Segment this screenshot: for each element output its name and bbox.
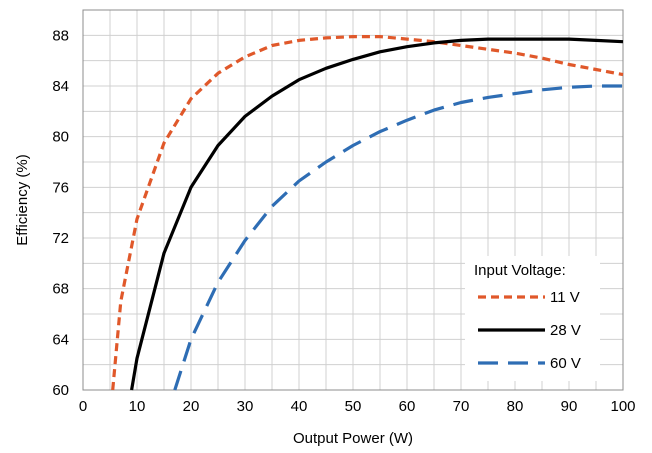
y-tick-label: 84 — [52, 78, 69, 95]
x-tick-label: 100 — [610, 398, 635, 415]
x-axis-title: Output Power (W) — [293, 430, 413, 447]
legend-title: Input Voltage: — [474, 262, 566, 279]
legend-label: 11 V — [550, 289, 580, 306]
series-line-28v — [130, 37, 624, 391]
legend-label: 60 V — [550, 355, 581, 372]
plot-area-frame — [82, 9, 624, 391]
series-layer — [111, 35, 624, 391]
x-tick-label: 10 — [129, 398, 146, 415]
legend: Input Voltage: 11 V 28 V 60 V — [474, 262, 581, 372]
y-tick-label: 80 — [52, 129, 69, 146]
y-axis-title: Efficiency (%) — [14, 154, 31, 245]
x-tick-label: 40 — [291, 398, 308, 415]
y-axis-tick-labels: 60 64 68 72 76 80 84 88 — [52, 27, 69, 399]
x-tick-label: 80 — [507, 398, 524, 415]
y-tick-label: 60 — [52, 382, 69, 399]
legend-box — [465, 256, 600, 381]
series-line-11v — [111, 35, 624, 391]
x-tick-label: 90 — [561, 398, 578, 415]
legend-label: 28 V — [550, 322, 581, 339]
x-tick-label: 0 — [79, 398, 87, 415]
x-tick-label: 30 — [237, 398, 254, 415]
y-tick-label: 72 — [52, 230, 69, 247]
y-tick-label: 88 — [52, 27, 69, 44]
series-line-60v — [173, 84, 623, 391]
y-tick-label: 64 — [52, 331, 69, 348]
x-tick-label: 50 — [345, 398, 362, 415]
y-tick-label: 76 — [52, 179, 69, 196]
x-tick-label: 60 — [399, 398, 416, 415]
x-tick-label: 70 — [453, 398, 470, 415]
x-tick-label: 20 — [183, 398, 200, 415]
y-tick-label: 68 — [52, 281, 69, 298]
x-axis-tick-labels: 0 10 20 30 40 50 60 70 80 90 100 — [79, 398, 636, 415]
